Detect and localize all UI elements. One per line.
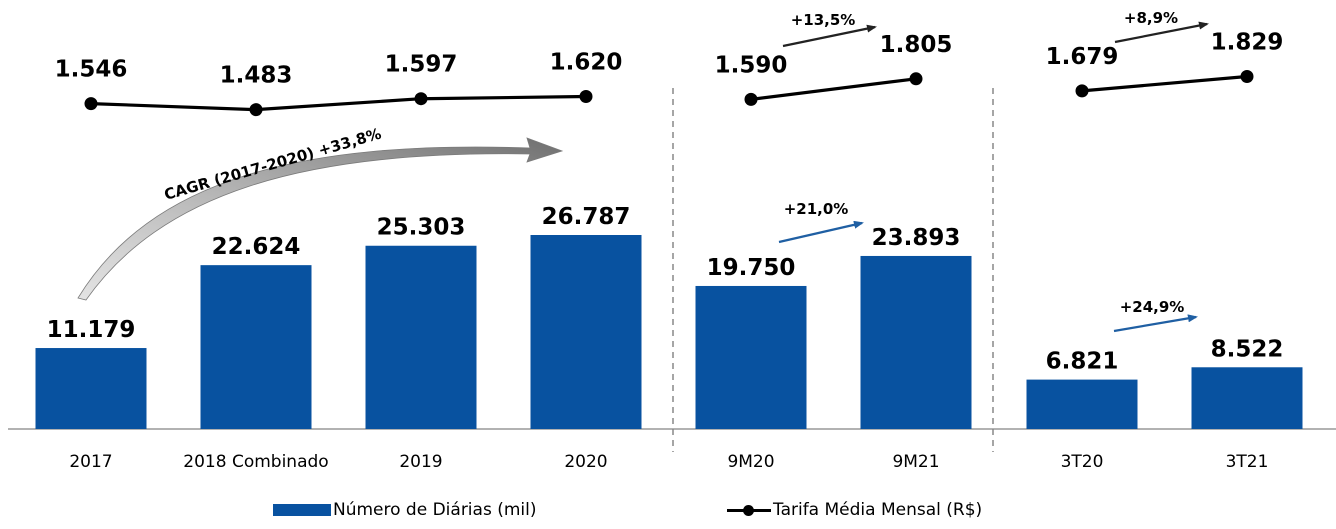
bar-label-2017: 11.179	[47, 317, 136, 343]
line-label-2017: 1.546	[55, 57, 128, 83]
line-segment-3	[1081, 74, 1248, 93]
bar-label-3t21: 8.522	[1211, 336, 1284, 362]
growth-arrow-3t20-3t21-bar	[1113, 314, 1198, 333]
line-point-2018-combinado	[249, 103, 263, 117]
bar-label-2018-combinado: 22.624	[212, 234, 301, 260]
x-tick-2020: 2020	[564, 452, 607, 472]
bar-label-2019: 25.303	[377, 215, 466, 241]
line-label-9m20: 1.590	[715, 52, 788, 78]
annotation-cagr: CAGR (2017-2020) +33,8%	[162, 125, 383, 204]
growth-arrow-9m20-9m21-line	[782, 24, 877, 48]
bar-9m21	[860, 255, 972, 429]
bar-2018-combinado	[200, 265, 312, 429]
line-point-3t20	[1075, 84, 1089, 98]
x-tick-3t20: 3T20	[1061, 452, 1104, 472]
bar-2020	[530, 235, 642, 429]
bar-label-9m21: 23.893	[872, 225, 961, 251]
line-point-2020	[579, 90, 593, 104]
line-label-2018-combinado: 1.483	[220, 63, 293, 89]
x-tick-2019: 2019	[399, 452, 442, 472]
growth-label-9m20-9m21-line: +13,5%	[791, 11, 856, 29]
bar-9m20	[695, 285, 807, 429]
x-tick-2017: 2017	[69, 452, 112, 472]
line-label-2019: 1.597	[385, 52, 458, 78]
line-label-9m21: 1.805	[880, 32, 953, 58]
bar-3t20	[1026, 379, 1138, 429]
legend-line-label: Tarifa Média Mensal (R$)	[773, 500, 983, 520]
bar-label-2020: 26.787	[542, 204, 631, 230]
bar-3t21	[1191, 367, 1303, 429]
x-tick-9m20: 9M20	[727, 452, 774, 472]
line-label-3t21: 1.829	[1211, 29, 1284, 55]
x-tick-3t21: 3T21	[1226, 452, 1269, 472]
x-tick-2018-combinado: 2018 Combinado	[183, 452, 328, 472]
x-tick-9m21: 9M21	[892, 452, 939, 472]
legend-swatch-bar-icon	[273, 504, 331, 516]
cagr-arrow	[77, 137, 564, 301]
legend-bar-label: Número de Diárias (mil)	[333, 500, 537, 520]
legend-bar: Número de Diárias (mil)	[273, 498, 536, 522]
bar-2019	[365, 245, 477, 429]
growth-label-3t20-3t21-line: +8,9%	[1124, 9, 1178, 27]
line-point-9m21	[909, 72, 923, 86]
line-point-3t21	[1240, 69, 1254, 83]
legend-swatch-line-icon	[727, 504, 771, 516]
growth-label-3t20-3t21-bar: +24,9%	[1120, 298, 1185, 316]
line-label-3t20: 1.679	[1046, 44, 1119, 70]
line-label-2020: 1.620	[550, 50, 623, 76]
growth-label-9m20-9m21-bar: +21,0%	[784, 200, 849, 218]
line-point-2019	[414, 92, 428, 106]
growth-arrow-3t20-3t21-line	[1114, 21, 1209, 44]
line-point-9m20	[744, 92, 758, 106]
growth-arrow-9m20-9m21-bar	[778, 220, 864, 244]
line-point-2017	[84, 97, 98, 111]
bar-label-3t20: 6.821	[1046, 349, 1119, 375]
bar-label-9m20: 19.750	[707, 255, 796, 281]
legend-line: Tarifa Média Mensal (R$)	[727, 498, 982, 522]
line-segment-1	[90, 94, 587, 112]
bar-2017	[35, 348, 147, 429]
line-segment-2	[750, 77, 917, 101]
